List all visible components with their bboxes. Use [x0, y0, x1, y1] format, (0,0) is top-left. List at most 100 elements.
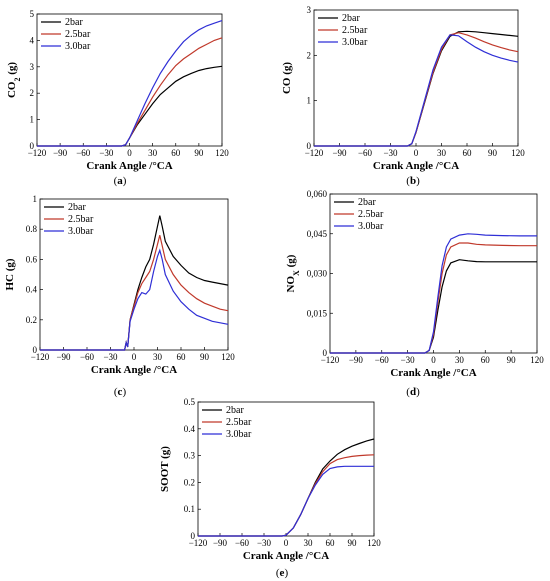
x-tick-label: 120 — [530, 355, 544, 365]
x-tick-label: 0 — [414, 148, 419, 158]
series-line-2.5bar — [198, 454, 375, 537]
x-tick-label: 30 — [437, 148, 447, 158]
y-axis-label-units: (g) — [285, 254, 297, 270]
y-axis-label: NOX (g) — [285, 254, 301, 292]
x-tick-label: −90 — [332, 148, 347, 158]
y-axis-label-main: HC — [4, 274, 16, 291]
x-tick-label: −30 — [103, 352, 118, 362]
y-tick-label: 1 — [33, 194, 38, 204]
panel-caption: (e) — [276, 567, 289, 579]
y-axis-label-subscript: 2 — [13, 78, 22, 82]
caption-close-paren: ) — [122, 386, 126, 398]
y-tick-label: 2 — [307, 50, 312, 60]
x-tick-label: −90 — [53, 148, 68, 158]
x-tick-label: −120 — [189, 538, 208, 548]
chart-panel-d: −120 −90 −60 −30 0 30 60 90 120 0 0,015 0,030 0,045 0… — [285, 189, 544, 398]
x-tick-label: −30 — [401, 355, 416, 365]
caption-open-paren: ( — [114, 175, 118, 187]
y-tick-label: 0 — [33, 345, 38, 355]
y-axis-label: HC (g) — [4, 258, 16, 290]
x-tick-label: 90 — [507, 355, 517, 365]
y-tick-label: 0 — [191, 531, 196, 541]
chart-panel-c: −120 −90 −60 −30 0 30 60 90 120 0 0.2 0.4 0.6 0.8 1 Cra… — [4, 194, 235, 398]
x-tick-label: 120 — [215, 148, 229, 158]
caption-close-paren: ) — [416, 386, 420, 398]
x-tick-label: 0 — [132, 352, 137, 362]
x-tick-label: −30 — [99, 148, 114, 158]
series-line-3.0bar — [40, 248, 229, 351]
series-line-3.0bar — [314, 34, 519, 147]
caption-letter: a — [117, 175, 123, 187]
legend-label: 3.0bar — [65, 41, 91, 52]
y-tick-label: 0,045 — [307, 229, 328, 239]
x-tick-label: 60 — [463, 148, 473, 158]
series-line-2bar — [330, 259, 537, 354]
x-tick-label: 60 — [326, 538, 336, 548]
legend-label: 2.5bar — [68, 214, 94, 225]
caption-close-paren: ) — [123, 175, 127, 187]
chart-panel-a: −120 −90 −60 −30 0 30 60 90 120 0 1 2 3 4 5 Crank Angle… — [6, 9, 229, 187]
y-tick-label: 5 — [30, 9, 35, 19]
caption-letter: c — [118, 386, 123, 398]
x-tick-label: −120 — [31, 352, 50, 362]
x-tick-label: 120 — [511, 148, 525, 158]
caption-open-paren: ( — [406, 175, 410, 187]
x-tick-label: −90 — [349, 355, 364, 365]
caption-letter: d — [410, 386, 416, 398]
panel-caption: (b) — [406, 175, 420, 187]
x-tick-label: 0 — [431, 355, 436, 365]
x-tick-label: 0 — [127, 148, 132, 158]
series-line-2.5bar — [330, 242, 537, 354]
x-tick-label: −30 — [383, 148, 398, 158]
x-axis-label: Crank Angle /°CA — [390, 367, 476, 379]
panel-caption: (a) — [114, 175, 127, 187]
y-tick-label: 0 — [323, 348, 328, 358]
series-line-3.0bar — [330, 233, 537, 354]
caption-letter: e — [280, 567, 285, 579]
y-axis-label-main: CO — [6, 81, 18, 98]
y-tick-label: 3 — [307, 5, 312, 15]
x-tick-label: 120 — [221, 352, 235, 362]
x-tick-label: 30 — [153, 352, 163, 362]
x-tick-label: 60 — [481, 355, 491, 365]
chart-panel-b: −120 −90 −60 −30 0 30 60 90 120 0 1 2 3 Crank Angle /… — [281, 5, 525, 187]
y-axis-label-main: SOOT — [159, 461, 171, 492]
x-tick-label: −60 — [358, 148, 373, 158]
series-line-3.0bar — [37, 20, 223, 147]
y-tick-label: 3 — [30, 62, 35, 72]
y-tick-label: 0.1 — [184, 504, 195, 514]
y-axis-label-units: (g) — [4, 258, 16, 274]
series-line-2.5bar — [314, 32, 519, 147]
y-tick-label: 0.2 — [26, 315, 37, 325]
y-axis-label-units: (g) — [159, 446, 171, 462]
x-tick-label: −120 — [305, 148, 324, 158]
legend-label: 2.5bar — [65, 29, 91, 40]
x-tick-label: −60 — [80, 352, 95, 362]
y-tick-label: 0,060 — [307, 189, 328, 199]
x-tick-label: −60 — [235, 538, 250, 548]
x-tick-label: −60 — [375, 355, 390, 365]
caption-close-paren: ) — [416, 175, 420, 187]
y-tick-label: 2 — [30, 88, 35, 98]
x-tick-label: 120 — [367, 538, 381, 548]
x-axis-label: Crank Angle /°CA — [86, 160, 172, 172]
y-tick-label: 0.5 — [184, 397, 196, 407]
y-axis-label-units: (g) — [6, 62, 18, 78]
legend-label: 2.5bar — [342, 25, 368, 36]
legend-label: 3.0bar — [226, 429, 252, 440]
x-tick-label: −60 — [76, 148, 91, 158]
x-tick-label: 60 — [171, 148, 181, 158]
series-line-2.5bar — [40, 235, 229, 351]
series-line-2bar — [37, 65, 223, 147]
y-tick-label: 1 — [307, 96, 312, 106]
caption-open-paren: ( — [406, 386, 410, 398]
caption-close-paren: ) — [284, 567, 288, 579]
y-axis-label: CO2 (g) — [6, 62, 22, 98]
x-tick-label: −90 — [56, 352, 71, 362]
x-tick-label: −90 — [213, 538, 228, 548]
y-tick-label: 0.4 — [26, 285, 38, 295]
plot-frame — [197, 401, 375, 537]
y-tick-label: 0.6 — [26, 254, 38, 264]
panel-caption: (d) — [406, 386, 420, 398]
y-tick-label: 0.2 — [184, 477, 195, 487]
